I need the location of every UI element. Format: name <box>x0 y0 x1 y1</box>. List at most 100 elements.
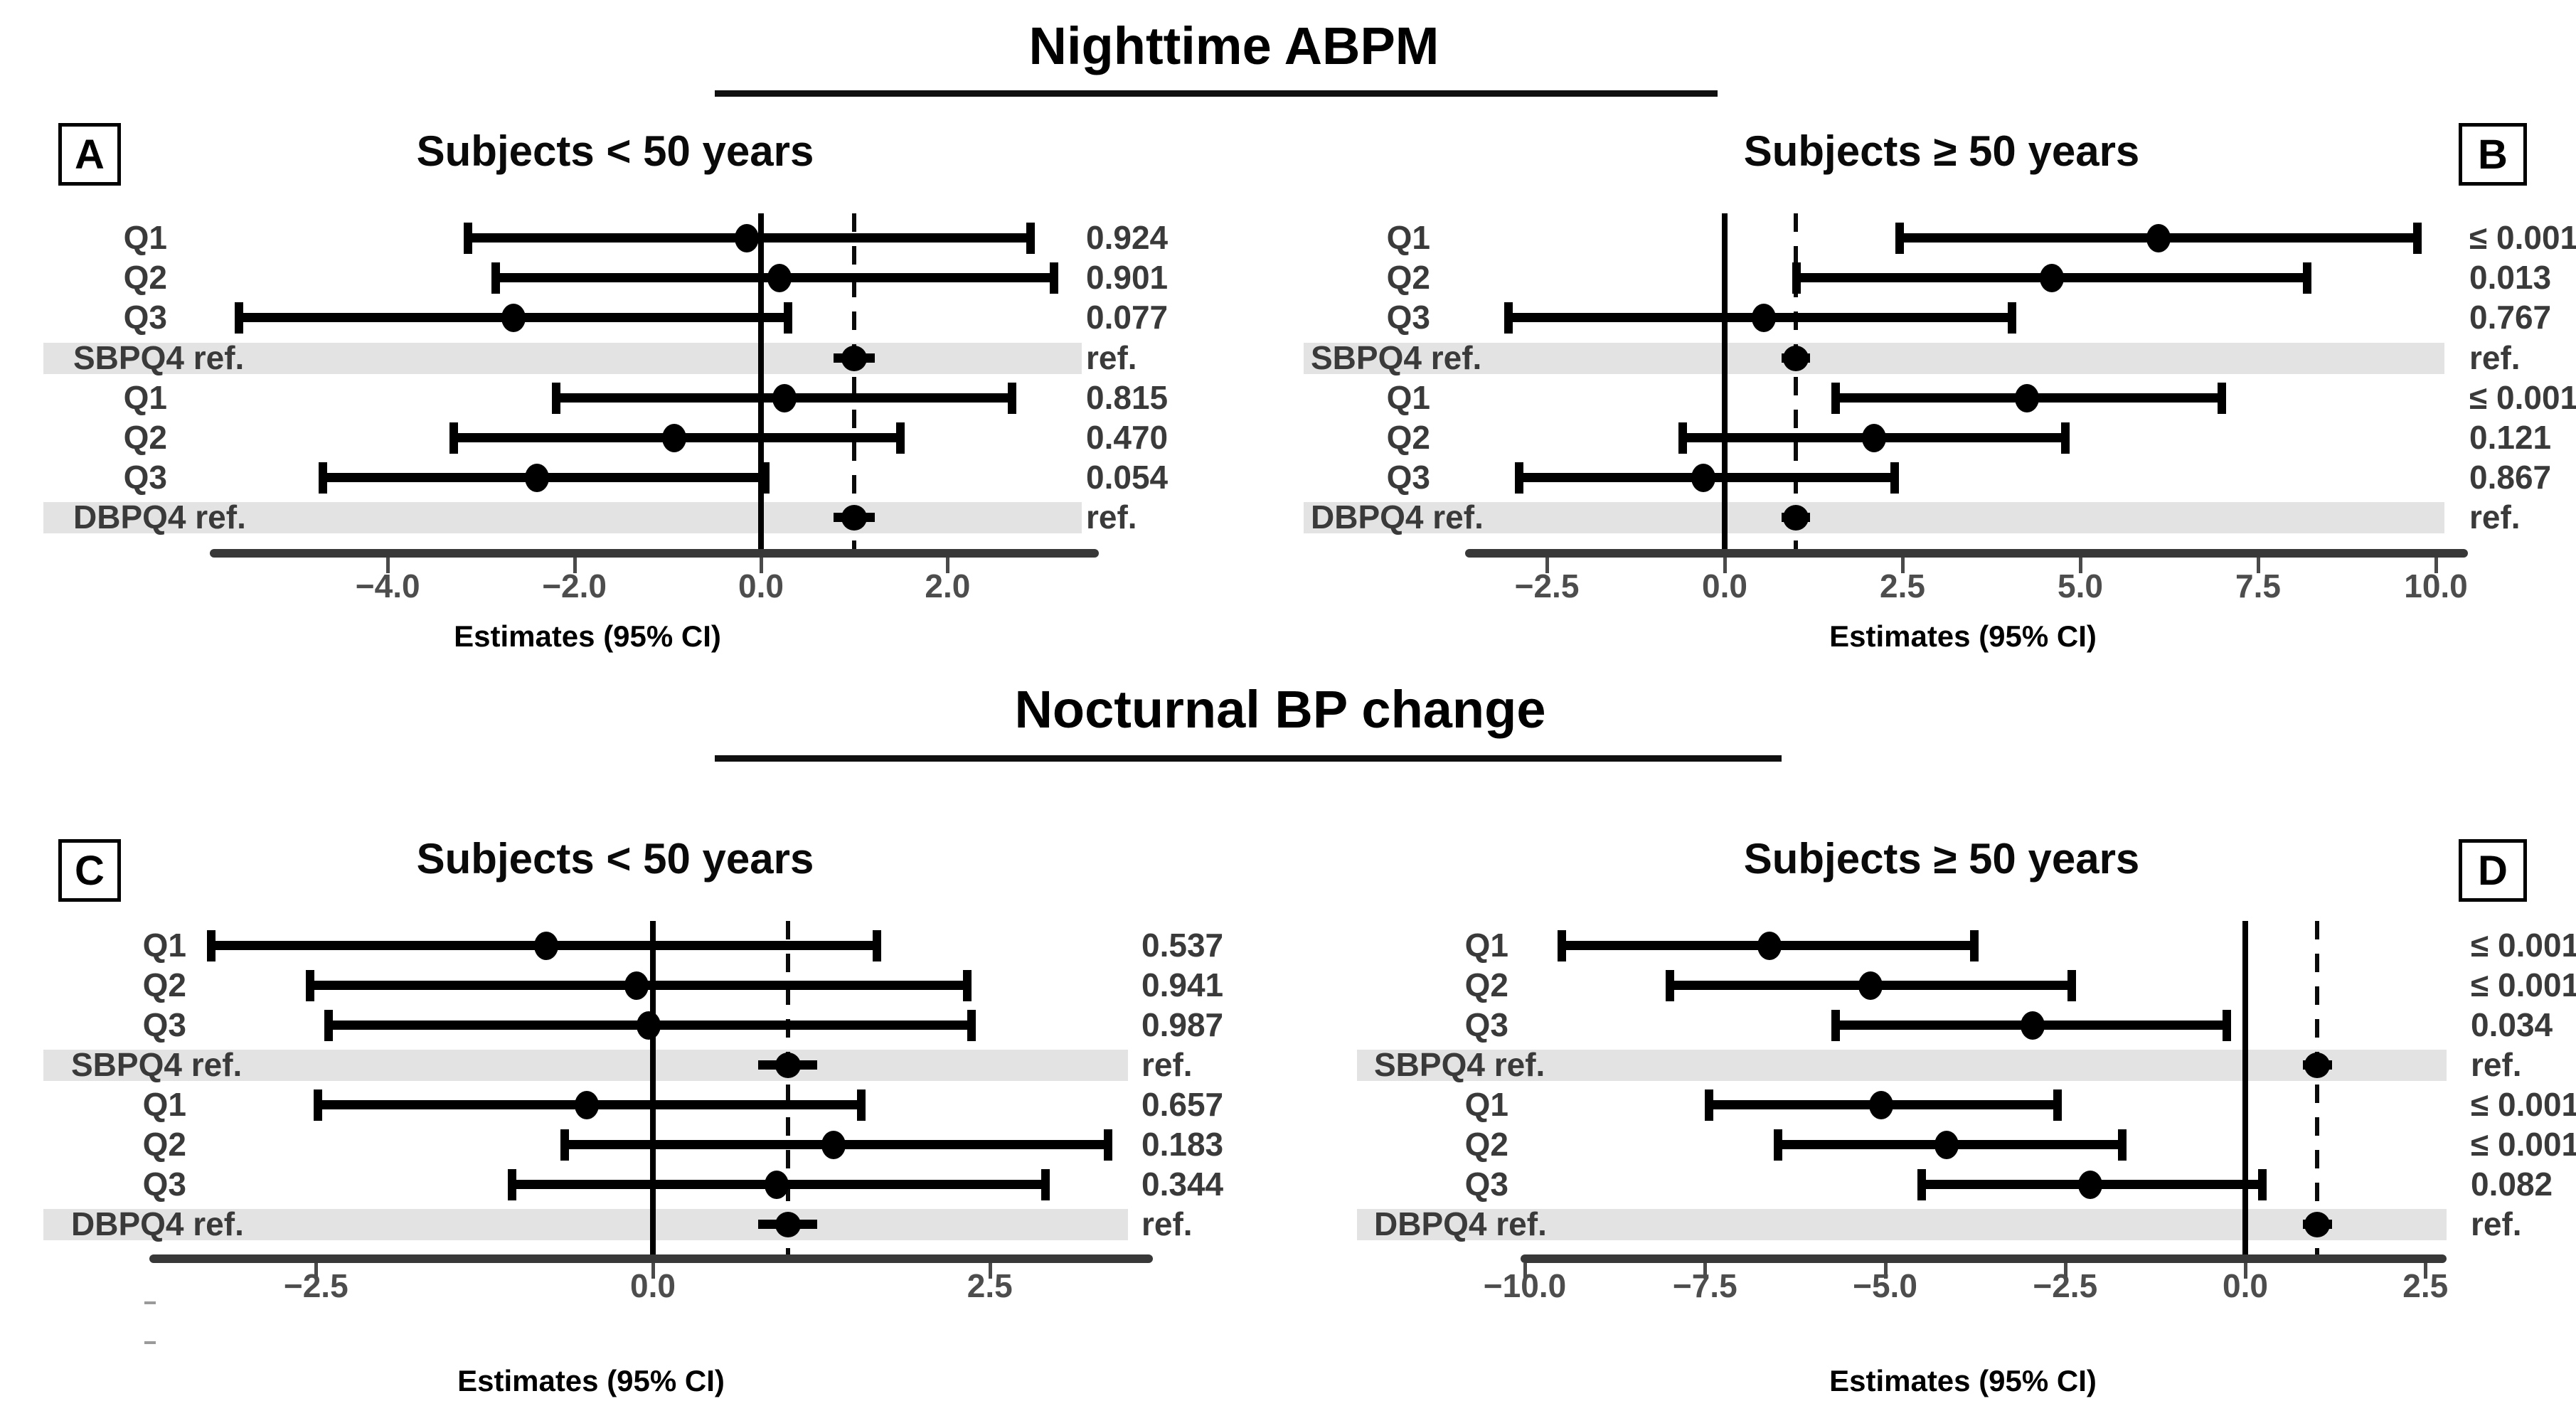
point-estimate-marker <box>1869 1091 1894 1119</box>
row-label-quartile: Q1 <box>1464 1086 1508 1123</box>
p-value: ref. <box>2471 1046 2522 1083</box>
point-estimate-marker <box>501 304 526 332</box>
point-estimate-marker <box>772 384 797 412</box>
reference-point-marker <box>1783 346 1809 371</box>
ci-cap-high <box>895 422 905 454</box>
p-value: ref. <box>1086 499 1137 536</box>
zero-reference-line <box>2242 921 2248 1254</box>
x-axis-tick <box>760 558 763 573</box>
p-value: 0.470 <box>1086 419 1169 456</box>
x-axis-tick-label: −2.5 <box>2033 1267 2098 1304</box>
stray-axis-mark <box>144 1341 156 1344</box>
p-value: ≤ 0.001 <box>2471 1126 2576 1163</box>
point-estimate-marker <box>1752 304 1776 332</box>
section-title-underline-bottom <box>715 755 1782 762</box>
reference-point-marker <box>2304 1212 2331 1237</box>
ci-cap-high <box>760 462 770 494</box>
p-value: 0.121 <box>2469 419 2552 456</box>
p-value: 0.183 <box>1141 1126 1224 1163</box>
row-label-quartile: Q1 <box>1464 927 1508 964</box>
point-estimate-marker <box>534 932 559 960</box>
p-value: 0.987 <box>1141 1006 1224 1043</box>
x-axis-tick-label: 2.5 <box>1880 568 1925 604</box>
row-label-quartile: Q2 <box>1464 1126 1508 1163</box>
row-label-quartile: Q3 <box>123 459 167 496</box>
ci-cap-high <box>1041 1169 1050 1200</box>
zero-reference-line <box>1722 213 1728 549</box>
row-label-ref: DBPQ4 ref. <box>71 1205 244 1242</box>
dashed-reference-line <box>2315 921 2320 1254</box>
ci-cap-high <box>1026 223 1036 254</box>
point-estimate-marker <box>624 971 649 1000</box>
p-value: 0.013 <box>2469 259 2552 296</box>
ci-cap-low <box>552 383 561 414</box>
row-label-ref: DBPQ4 ref. <box>1374 1205 1547 1242</box>
x-axis-tick-label: −5.0 <box>1853 1267 1917 1304</box>
point-estimate-marker <box>1862 424 1886 452</box>
ci-cap-high <box>2413 223 2422 254</box>
row-label-quartile: Q1 <box>123 379 167 416</box>
ci-cap-low <box>1831 1010 1840 1041</box>
p-value: 0.941 <box>1141 966 1224 1003</box>
row-label-quartile: Q1 <box>142 1086 186 1123</box>
row-label-ref: SBPQ4 ref. <box>71 1046 243 1083</box>
ci-cap-high <box>784 302 793 334</box>
row-label-quartile: Q2 <box>123 419 167 456</box>
x-axis-tick <box>1723 558 1727 573</box>
panel-title: Subjects < 50 years <box>416 127 814 175</box>
row-label-quartile: Q1 <box>1386 379 1430 416</box>
panel-letter: C <box>75 847 105 894</box>
ci-cap-high <box>967 1010 976 1041</box>
row-label-quartile: Q2 <box>1386 419 1430 456</box>
x-axis-tick-label: 5.0 <box>2058 568 2103 604</box>
x-axis-tick <box>946 558 950 573</box>
point-estimate-marker <box>575 1091 600 1119</box>
p-value: ≤ 0.001 <box>2469 379 2576 416</box>
row-label-quartile: Q3 <box>1386 459 1430 496</box>
x-axis-tick <box>2244 1263 2247 1279</box>
p-value: ref. <box>1086 339 1137 376</box>
x-axis-tick-label: 0.0 <box>630 1267 676 1304</box>
row-label-quartile: Q3 <box>142 1166 186 1203</box>
ci-cap-high <box>2258 1169 2267 1200</box>
ci-cap-low <box>449 422 459 454</box>
reference-band <box>43 343 1082 374</box>
point-estimate-marker <box>1858 971 1883 1000</box>
point-estimate-marker <box>735 224 760 252</box>
row-label-quartile: Q1 <box>1386 219 1430 256</box>
x-axis-tick-label: 0.0 <box>1702 568 1747 604</box>
reference-band <box>1357 1050 2447 1081</box>
ci-cap-low <box>463 223 472 254</box>
x-axis-tick-label: 7.5 <box>2235 568 2281 604</box>
ci-cap-high <box>1890 462 1899 494</box>
x-axis-line <box>149 1254 1153 1263</box>
ci-cap-high <box>2218 383 2226 414</box>
row-label-quartile: Q3 <box>1464 1166 1508 1203</box>
p-value: ≤ 0.001 <box>2471 966 2576 1003</box>
reference-point-marker <box>841 346 868 371</box>
panel-letter: B <box>2478 131 2508 178</box>
point-estimate-marker <box>2021 1011 2045 1040</box>
zero-reference-line <box>650 921 656 1254</box>
p-value: 0.924 <box>1086 219 1169 256</box>
x-axis-tick-label: −4.0 <box>355 568 420 604</box>
ci-cap-low <box>1773 1129 1782 1161</box>
point-estimate-marker <box>2078 1171 2103 1199</box>
point-estimate-marker <box>1934 1131 1959 1159</box>
point-estimate-marker <box>2040 264 2064 292</box>
panel-title: Subjects ≥ 50 years <box>1743 835 2140 883</box>
panel-letter: A <box>75 131 105 178</box>
x-axis-tick <box>1901 558 1905 573</box>
reference-point-marker <box>1783 505 1809 531</box>
ci-cap-low <box>1557 930 1566 961</box>
reference-point-marker <box>775 1212 801 1237</box>
x-axis-title: Estimates (95% CI) <box>454 619 721 653</box>
panel-title: Subjects < 50 years <box>416 835 814 883</box>
ci-cap-low <box>1831 383 1840 414</box>
zero-reference-line <box>758 213 764 549</box>
x-axis-tick-label: −2.0 <box>542 568 607 604</box>
x-axis-tick <box>988 1263 992 1279</box>
p-value: 0.054 <box>1086 459 1169 496</box>
x-axis-title: Estimates (95% CI) <box>1829 619 2097 653</box>
x-axis-tick-label: −10.0 <box>1483 1267 1567 1304</box>
